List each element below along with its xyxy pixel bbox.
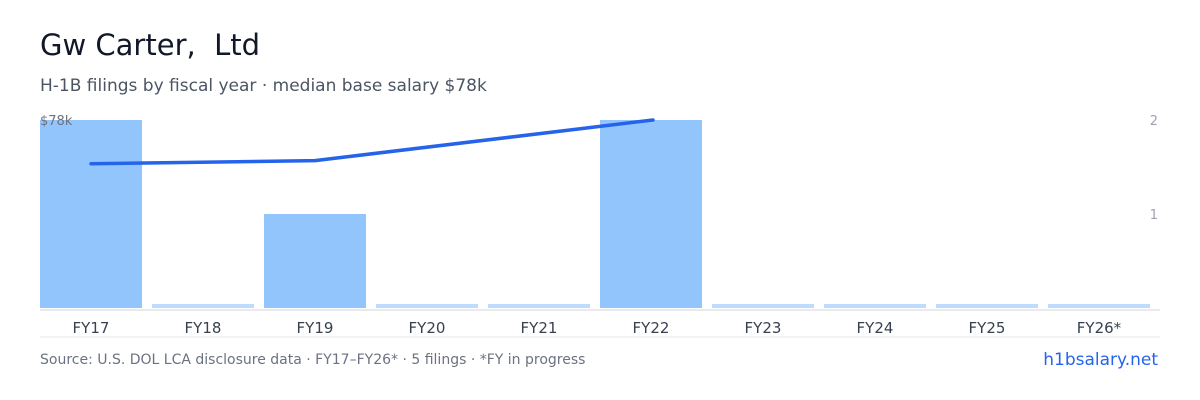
left-axis-max-label: $78k: [40, 114, 73, 129]
right-axis-tick-label: 2: [1150, 114, 1158, 129]
x-tick-label: FY23: [745, 319, 782, 337]
x-tick-label: FY18: [185, 319, 222, 337]
chart-subtitle: H-1B filings by fiscal year · median bas…: [40, 76, 487, 96]
bar-fy23: [712, 304, 814, 308]
chart-title: Gw Carter, Ltd: [40, 28, 261, 62]
bar-fy25: [936, 304, 1038, 308]
bars-group: [40, 120, 1150, 308]
brand-link[interactable]: h1bsalary.net: [1043, 350, 1158, 370]
bar-fy19: [264, 214, 366, 308]
source-note: Source: U.S. DOL LCA disclosure data · F…: [40, 352, 586, 368]
bar-fy20: [376, 304, 478, 308]
median-salary-line: [89, 118, 655, 166]
bar-fy21: [488, 304, 590, 308]
x-tick-label: FY19: [297, 319, 334, 337]
right-axis-tick-label: 1: [1150, 208, 1158, 223]
x-tick-label: FY21: [521, 319, 558, 337]
x-tick-label: FY20: [409, 319, 446, 337]
bar-fy22: [600, 120, 702, 308]
x-tick-label: FY17: [73, 319, 110, 337]
bar-fy18: [152, 304, 254, 308]
x-tick-label: FY26*: [1077, 319, 1122, 337]
bar-fy24: [824, 304, 926, 308]
bar-fy17: [40, 120, 142, 308]
x-tick-label: FY25: [969, 319, 1006, 337]
line-series-group: [89, 118, 655, 166]
x-tick-labels: FY17 FY18 FY19 FY20 FY21 FY22 FY23 FY24 FY25 FY26…: [73, 319, 1122, 337]
bar-fy26star: [1048, 304, 1150, 308]
y-tick-labels: $78k 1 2: [40, 114, 1158, 223]
x-tick-label: FY24: [857, 319, 894, 337]
x-tick-label: FY22: [633, 319, 670, 337]
